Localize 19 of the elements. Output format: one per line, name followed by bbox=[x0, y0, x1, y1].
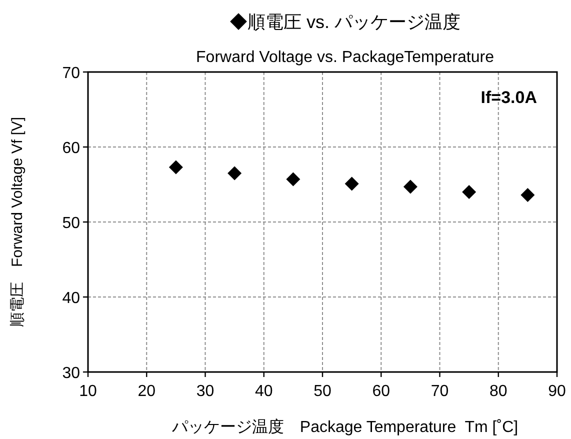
y-tick-label: 70 bbox=[62, 65, 80, 82]
y-tick-label: 60 bbox=[62, 140, 80, 157]
chart-title: ◆順電圧 vs. パッケージ温度 bbox=[229, 12, 461, 32]
x-tick-label: 20 bbox=[138, 383, 156, 400]
chart-subtitle: Forward Voltage vs. PackageTemperature bbox=[196, 49, 494, 66]
y-tick-label: 40 bbox=[62, 290, 80, 307]
x-tick-label: 80 bbox=[489, 383, 508, 400]
x-tick-label: 10 bbox=[79, 383, 97, 400]
y-tick-label: 50 bbox=[62, 215, 80, 232]
x-tick-label: 50 bbox=[314, 383, 332, 400]
x-tick-label: 70 bbox=[430, 383, 449, 400]
y-axis-title: 順電圧 Forward Voltage Vf [V] bbox=[9, 116, 26, 328]
x-tick-label: 30 bbox=[196, 383, 214, 400]
x-tick-label: 40 bbox=[254, 383, 273, 400]
annotation: If=3.0A bbox=[480, 88, 537, 107]
x-tick-label: 60 bbox=[372, 383, 390, 400]
x-axis-title: パッケージ温度 Package Temperature Tm [˚C] bbox=[170, 418, 518, 436]
x-tick-label: 90 bbox=[548, 383, 566, 400]
y-tick-label: 30 bbox=[62, 365, 80, 382]
